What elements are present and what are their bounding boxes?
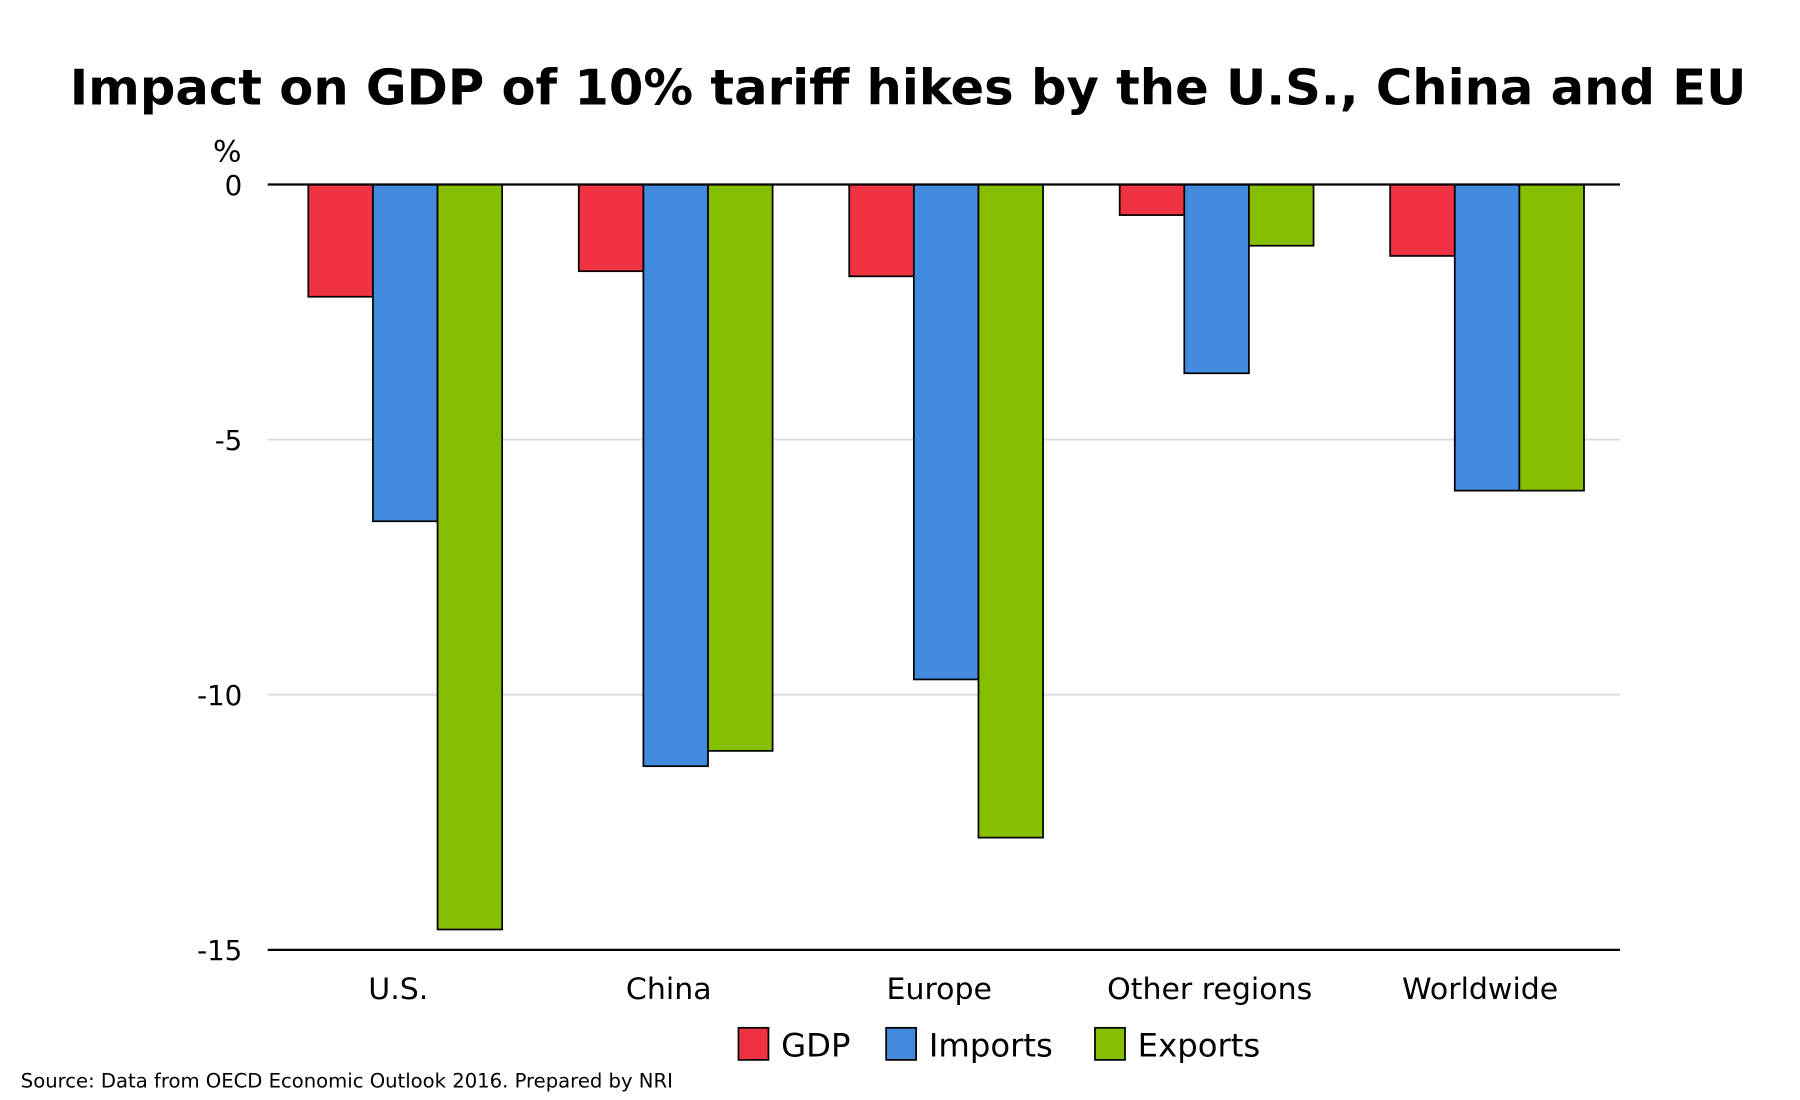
bar-exports-europe: [977, 183, 1044, 839]
bar-exports-other-regions: [1248, 183, 1315, 247]
legend-label-imports: Imports: [929, 1027, 1053, 1065]
bar-imports-europe: [912, 183, 980, 681]
bar-gdp-worldwide: [1389, 183, 1456, 257]
chart-title: Impact on GDP of 10% tariff hikes by the…: [70, 58, 1747, 116]
x-tick-label: Other regions: [1107, 972, 1312, 1007]
y-axis-label: %: [213, 135, 241, 170]
x-tick-label: Europe: [887, 972, 992, 1007]
bar-exports-u-s-: [436, 183, 504, 931]
bar-imports-worldwide: [1453, 183, 1521, 492]
legend-swatch-imports: [885, 1026, 918, 1061]
bar-imports-u-s-: [372, 183, 439, 523]
y-tick-label: -15: [197, 934, 242, 967]
bar-exports-china: [707, 183, 774, 752]
y-tick-label: 0: [225, 169, 243, 202]
x-tick-label: Worldwide: [1402, 972, 1558, 1007]
x-tick-label: U.S.: [368, 972, 428, 1007]
x-tick-label: China: [626, 972, 712, 1007]
legend-swatch-exports: [1094, 1026, 1126, 1061]
bar-gdp-europe: [848, 183, 915, 278]
legend-swatch-gdp: [737, 1026, 770, 1061]
source-note: Source: Data from OECD Economic Outlook …: [21, 1069, 673, 1092]
bar-gdp-china: [577, 183, 645, 273]
y-tick-label: -10: [197, 679, 242, 712]
bar-gdp-other-regions: [1118, 183, 1186, 216]
bar-imports-other-regions: [1183, 183, 1250, 375]
legend-label-exports: Exports: [1138, 1027, 1261, 1065]
bar-imports-china: [642, 183, 709, 768]
y-tick-label: -5: [215, 424, 243, 457]
bar-gdp-u-s-: [307, 183, 374, 298]
bar-exports-worldwide: [1518, 183, 1585, 492]
legend-label-gdp: GDP: [781, 1027, 850, 1065]
